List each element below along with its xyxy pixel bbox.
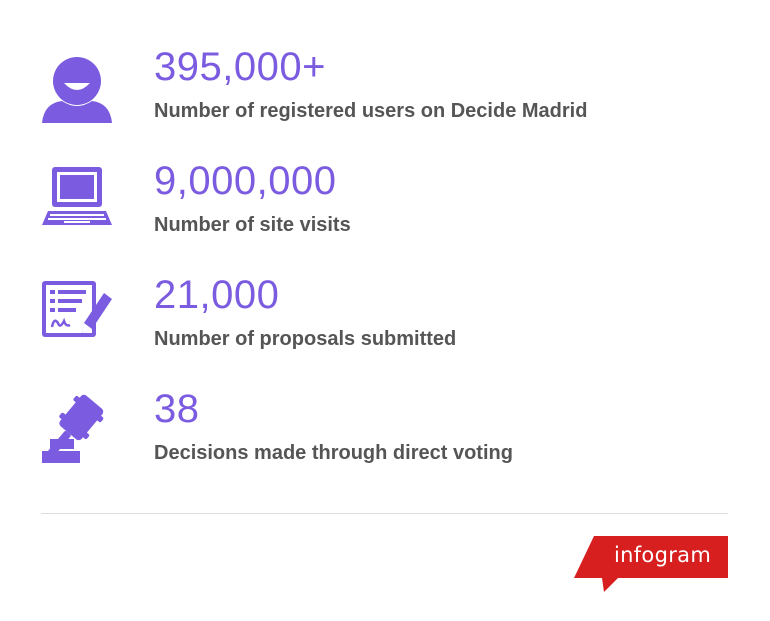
infogram-badge-shape xyxy=(574,536,728,592)
stat-value: 9,000,000 xyxy=(154,159,337,203)
stat-label: Decisions made through direct voting xyxy=(154,442,513,464)
stat-label: Number of proposals submitted xyxy=(154,328,457,350)
user-icon xyxy=(40,51,114,125)
infogram-logo[interactable]: infogram xyxy=(572,536,730,594)
signed-document-icon xyxy=(40,279,114,353)
stat-value: 21,000 xyxy=(154,273,280,317)
stat-decisions: 38 Decisions made through direct voting xyxy=(0,385,770,495)
stat-label: Number of site visits xyxy=(154,214,351,236)
stat-label: Number of registered users on Decide Mad… xyxy=(154,100,588,122)
gavel-icon xyxy=(40,393,114,467)
stat-value: 395,000+ xyxy=(154,45,326,89)
stat-registered-users: 395,000+ Number of registered users on D… xyxy=(0,43,770,153)
infogram-brand-text: infogram xyxy=(614,543,712,567)
stat-value: 38 xyxy=(154,387,200,431)
footer-divider xyxy=(41,513,728,514)
stat-proposals: 21,000 Number of proposals submitted xyxy=(0,271,770,381)
computer-icon xyxy=(40,163,114,237)
stat-site-visits: 9,000,000 Number of site visits xyxy=(0,157,770,267)
